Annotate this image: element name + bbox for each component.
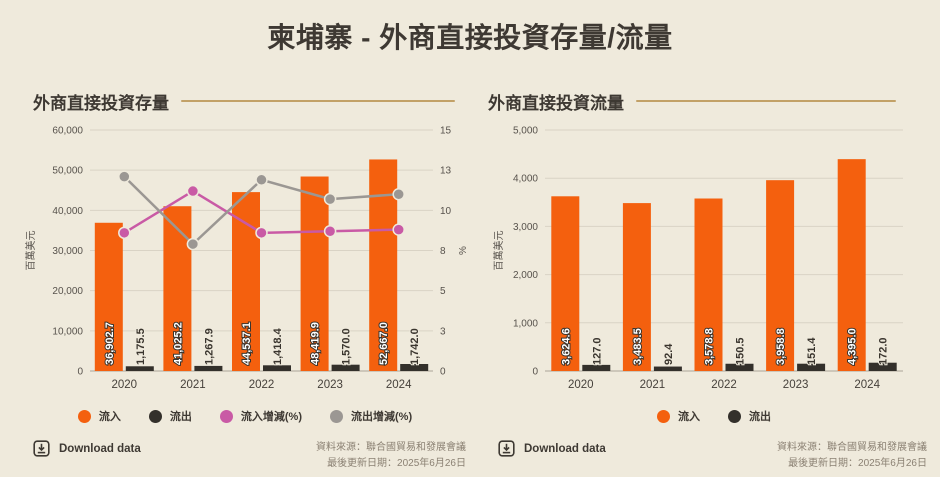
outflow-swatch-icon xyxy=(728,409,741,423)
svg-text:1,570.0: 1,570.0 xyxy=(341,328,353,365)
fdi-flow-footer: Download data 資料來源：聯合國貿易和發展會議 最後更新日期：202… xyxy=(488,440,940,471)
inflow-swatch-icon xyxy=(77,409,91,423)
svg-text:13: 13 xyxy=(440,166,452,177)
svg-text:4,395.0: 4,395.0 xyxy=(847,328,859,365)
svg-text:36,902.7: 36,902.7 xyxy=(104,322,116,365)
source-line: 資料來源：聯合國貿易和發展會議 xyxy=(316,442,466,453)
svg-text:%: % xyxy=(458,246,469,255)
svg-text:10: 10 xyxy=(440,206,452,217)
svg-text:3,958.8: 3,958.8 xyxy=(775,328,787,365)
legend-item-outflow[interactable]: 流出 xyxy=(148,408,192,424)
svg-text:5,000: 5,000 xyxy=(513,126,538,137)
svg-text:40,000: 40,000 xyxy=(52,206,83,217)
last-updated-line: 最後更新日期：2025年6月26日 xyxy=(788,457,927,469)
svg-text:2020: 2020 xyxy=(112,379,138,391)
download-data-label: Download data xyxy=(59,442,141,455)
page-title: 柬埔寨 - 外商直接投資存量/流量 xyxy=(267,22,673,53)
svg-text:1,267.9: 1,267.9 xyxy=(203,328,215,365)
source-line: 資料來源：聯合國貿易和發展會議 xyxy=(777,442,927,453)
svg-text:52,667.0: 52,667.0 xyxy=(378,322,390,365)
svg-text:百萬美元: 百萬美元 xyxy=(492,231,505,271)
svg-text:44,537.1: 44,537.1 xyxy=(241,322,253,365)
download-data-button[interactable]: Download data xyxy=(498,440,606,457)
svg-text:2021: 2021 xyxy=(180,379,206,391)
fdi-stock-chart: 0 0 10,000 3 20,000 5 30,000 8 40,000 10 50,000 13 6… xyxy=(24,126,469,392)
svg-text:2023: 2023 xyxy=(317,379,343,391)
svg-text:5: 5 xyxy=(440,286,446,297)
svg-text:2024: 2024 xyxy=(386,379,412,391)
svg-text:0: 0 xyxy=(440,367,446,378)
svg-text:48,419.9: 48,419.9 xyxy=(310,322,322,365)
inflow-swatch-icon xyxy=(657,409,670,423)
legend-item-inflow[interactable]: 流入 xyxy=(77,408,121,424)
section-divider xyxy=(181,100,455,102)
download-icon xyxy=(33,440,50,457)
svg-text:30,000: 30,000 xyxy=(52,246,83,257)
svg-text:1,418.4: 1,418.4 xyxy=(272,327,284,365)
legend-label: 流出 xyxy=(749,411,771,423)
download-data-label: Download data xyxy=(524,442,606,455)
svg-text:3,624.6: 3,624.6 xyxy=(560,328,572,365)
svg-text:2,000: 2,000 xyxy=(513,270,538,281)
fdi-flow-chart: 0 1,000 2,000 3,000 4,000 5,000 百萬美元 3,624.6 127… xyxy=(492,126,903,391)
fdi-stock-legend: 流入 流出 流入增減(%) 流出增減(%) xyxy=(20,408,470,424)
legend-label: 流入 xyxy=(678,411,700,423)
source-note: 資料來源：聯合國貿易和發展會議 最後更新日期：2025年6月26日 xyxy=(316,440,466,471)
legend-item-inflow-growth[interactable]: 流入增減(%) xyxy=(219,408,302,424)
svg-text:4,000: 4,000 xyxy=(513,174,538,185)
legend-item-inflow[interactable]: 流入 xyxy=(657,408,700,424)
svg-text:2022: 2022 xyxy=(249,379,275,391)
svg-text:92.4: 92.4 xyxy=(663,343,675,365)
outflow-growth-swatch-icon xyxy=(330,409,343,423)
svg-text:3,000: 3,000 xyxy=(513,222,538,233)
svg-text:百萬美元: 百萬美元 xyxy=(24,231,37,271)
svg-text:151.4: 151.4 xyxy=(806,337,818,365)
svg-text:1,175.5: 1,175.5 xyxy=(135,328,147,365)
svg-text:2024: 2024 xyxy=(854,379,880,391)
fdi-flow-header: 外商直接投資流量 xyxy=(488,90,896,113)
fdi-flow-legend: 流入 流出 xyxy=(488,408,940,424)
svg-text:50,000: 50,000 xyxy=(52,166,83,177)
svg-text:1,000: 1,000 xyxy=(513,318,538,329)
legend-item-outflow-growth[interactable]: 流出增減(%) xyxy=(330,408,412,424)
svg-text:3: 3 xyxy=(440,326,446,337)
legend-label: 流入增減(%) xyxy=(240,411,302,423)
svg-text:1,742.0: 1,742.0 xyxy=(409,328,421,365)
fdi-flow-section-title: 外商直接投資流量 xyxy=(488,93,624,113)
section-divider xyxy=(636,100,896,102)
svg-text:0: 0 xyxy=(532,367,538,378)
charts-container: 外商直接投資存量 0 0 10,000 3 20,000 5 30,000 8 40,000 10… xyxy=(0,56,940,471)
outflow-swatch-icon xyxy=(148,409,162,423)
svg-text:8: 8 xyxy=(440,246,446,257)
svg-text:0: 0 xyxy=(77,367,83,378)
fdi-stock-panel: 外商直接投資存量 0 0 10,000 3 20,000 5 30,000 8 40,000 10… xyxy=(0,56,470,471)
svg-text:127.0: 127.0 xyxy=(591,337,603,365)
svg-text:41,025.2: 41,025.2 xyxy=(172,322,184,365)
svg-text:60,000: 60,000 xyxy=(52,126,83,137)
svg-text:3,578.8: 3,578.8 xyxy=(704,328,716,365)
download-icon xyxy=(498,440,515,457)
svg-text:15: 15 xyxy=(440,126,452,137)
legend-item-outflow[interactable]: 流出 xyxy=(728,408,771,424)
svg-text:2021: 2021 xyxy=(640,379,666,391)
svg-text:150.5: 150.5 xyxy=(735,337,747,365)
legend-label: 流入 xyxy=(98,411,121,423)
legend-label: 流出增減(%) xyxy=(351,411,413,423)
last-updated-line: 最後更新日期：2025年6月26日 xyxy=(327,457,466,469)
fdi-stock-footer: Download data 資料來源：聯合國貿易和發展會議 最後更新日期：202… xyxy=(20,440,470,471)
svg-text:172.0: 172.0 xyxy=(878,337,890,365)
fdi-stock-header: 外商直接投資存量 xyxy=(33,90,455,113)
legend-label: 流出 xyxy=(169,411,192,423)
svg-text:3,483.5: 3,483.5 xyxy=(632,328,644,365)
inflow-growth-swatch-icon xyxy=(219,409,233,423)
svg-text:20,000: 20,000 xyxy=(52,286,83,297)
svg-text:2023: 2023 xyxy=(783,379,809,391)
svg-text:10,000: 10,000 xyxy=(52,326,83,337)
fdi-stock-section-title: 外商直接投資存量 xyxy=(33,93,169,113)
download-data-button[interactable]: Download data xyxy=(33,440,141,457)
source-note: 資料來源：聯合國貿易和發展會議 最後更新日期：2025年6月26日 xyxy=(777,440,927,471)
svg-text:2020: 2020 xyxy=(568,379,594,391)
svg-text:2022: 2022 xyxy=(711,379,737,391)
fdi-flow-panel: 外商直接投資流量 0 1,000 2,000 3,000 4,000 5,000 百萬美元 3… xyxy=(470,56,940,471)
